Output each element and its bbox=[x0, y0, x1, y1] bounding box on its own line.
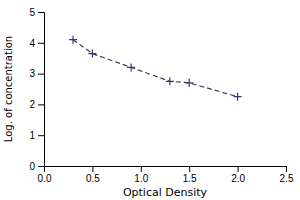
tick-label: 2.5 bbox=[280, 173, 294, 184]
tick-label: 1.5 bbox=[183, 173, 197, 184]
tick-mark bbox=[38, 166, 44, 167]
marker bbox=[127, 63, 135, 71]
tick-label: 2.0 bbox=[231, 173, 245, 184]
marker bbox=[69, 36, 77, 44]
tick: 2.0 bbox=[231, 166, 245, 184]
tick: 1 bbox=[29, 130, 44, 141]
line bbox=[73, 40, 238, 97]
tick-label: 0.0 bbox=[38, 173, 52, 184]
marker bbox=[88, 50, 96, 58]
tick-label: 5 bbox=[29, 7, 35, 18]
y-axis: 0 1 2 3 4 5 bbox=[29, 7, 44, 172]
marker bbox=[166, 77, 174, 85]
tick: 1.0 bbox=[134, 166, 148, 184]
x-axis: 0.0 0.5 1.0 1.5 2.0 2.5 bbox=[38, 166, 294, 184]
marks bbox=[69, 36, 242, 101]
tick: 3 bbox=[29, 68, 44, 79]
y-axis-title: Log. of concentration bbox=[3, 36, 14, 142]
tick-mark bbox=[141, 166, 142, 172]
axis-line bbox=[45, 167, 287, 173]
tick-mark bbox=[38, 43, 44, 44]
tick: 2 bbox=[29, 99, 44, 110]
tick: 0.5 bbox=[86, 166, 100, 184]
marker bbox=[234, 93, 242, 101]
tick-mark bbox=[286, 166, 287, 172]
x-axis-title: Optical Density bbox=[123, 186, 208, 199]
tick: 4 bbox=[29, 38, 44, 49]
tick-label: 0.5 bbox=[86, 173, 100, 184]
tick-label: 1.0 bbox=[134, 173, 148, 184]
tick: 5 bbox=[29, 7, 44, 18]
tick-label: 0 bbox=[29, 161, 35, 172]
marker bbox=[185, 79, 193, 87]
tick-mark bbox=[189, 166, 190, 172]
tick-mark bbox=[38, 104, 44, 105]
tick-label: 2 bbox=[29, 99, 35, 110]
tick: 0 bbox=[29, 161, 44, 172]
tick-mark bbox=[92, 166, 93, 172]
tick: 1.5 bbox=[183, 166, 197, 184]
tick-mark bbox=[38, 135, 44, 136]
tick-label: 4 bbox=[29, 38, 35, 49]
tick: 2.5 bbox=[280, 166, 294, 184]
tick-mark bbox=[38, 74, 44, 75]
tick-label: 3 bbox=[29, 68, 35, 79]
plot: 0.0 0.5 1.0 1.5 2.0 2.5 0 1 2 3 4 5 bbox=[29, 7, 293, 184]
tick-label: 1 bbox=[29, 130, 35, 141]
tick-mark bbox=[38, 12, 44, 13]
chart: 0.0 0.5 1.0 1.5 2.0 2.5 0 1 2 3 4 5 Optical Density L… bbox=[0, 0, 300, 200]
tick: 0.0 bbox=[38, 166, 52, 184]
axis-line bbox=[38, 13, 45, 167]
tick-mark bbox=[238, 166, 239, 172]
